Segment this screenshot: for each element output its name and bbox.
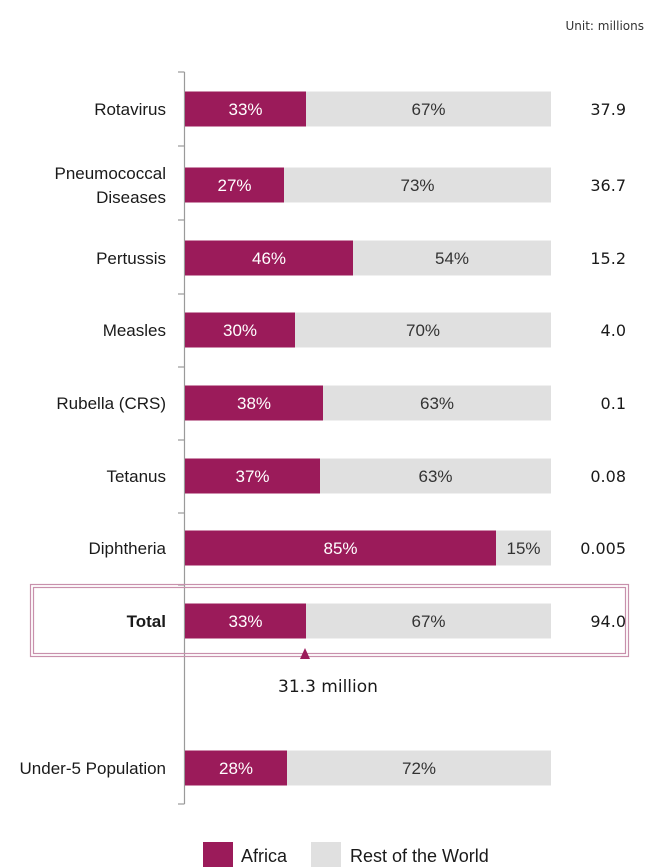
label-africa-tetanus: 37%	[235, 467, 269, 486]
total-value-pertussis: 15.2	[590, 249, 626, 268]
total-value-measles: 4.0	[601, 321, 626, 340]
category-label-total: Total	[127, 612, 166, 631]
label-rest-rubella-crs: 63%	[420, 394, 454, 413]
legend-label-rest: Rest of the World	[350, 846, 489, 866]
legend-swatch-africa	[203, 842, 233, 867]
bar-africa-tetanus	[185, 458, 320, 494]
category-label-pertussis: Pertussis	[96, 249, 166, 268]
bars-group	[185, 91, 551, 786]
label-rest-tetanus: 63%	[418, 467, 452, 486]
label-rest-diphtheria: 15%	[506, 539, 540, 558]
bar-rest-measles	[295, 312, 551, 348]
label-rest-measles: 70%	[406, 321, 440, 340]
bar-africa-measles	[185, 312, 295, 348]
unit-label: Unit: millions	[565, 19, 644, 33]
bar-africa-rotavirus	[185, 91, 306, 127]
label-africa-measles: 30%	[223, 321, 257, 340]
bar-rest-under-5-population	[287, 750, 551, 786]
bar-africa-diphtheria	[185, 530, 496, 566]
highlight-outer-border	[29, 583, 630, 658]
label-africa-under-5-population: 28%	[219, 759, 253, 778]
bar-africa-under-5-population	[185, 750, 287, 786]
category-label-measles: Measles	[103, 321, 166, 340]
legend-swatch-rest	[311, 842, 341, 867]
bar-rest-total	[306, 603, 551, 639]
bar-rest-rubella-crs	[323, 385, 551, 421]
legend: Africa Rest of the World	[203, 842, 489, 867]
label-africa-rotavirus: 33%	[228, 100, 262, 119]
label-rest-pneumococcal-diseases: 73%	[400, 176, 434, 195]
total-annotation: 31.3 million	[278, 648, 378, 697]
bar-africa-pertussis	[185, 240, 353, 276]
label-rest-rotavirus: 67%	[411, 100, 445, 119]
highlight-inner-border	[32, 586, 627, 655]
bar-rest-rotavirus	[306, 91, 551, 127]
bar-rest-diphtheria	[496, 530, 551, 566]
label-africa-pertussis: 46%	[252, 249, 286, 268]
legend-label-africa: Africa	[241, 846, 288, 866]
label-africa-rubella-crs: 38%	[237, 394, 271, 413]
bar-africa-total	[185, 603, 306, 639]
category-label-diphtheria: Diphtheria	[89, 539, 167, 558]
category-label-under-5-population: Under-5 Population	[20, 759, 166, 778]
total-annotation-label: 31.3 million	[278, 677, 378, 697]
category-label-line: Diseases	[96, 188, 166, 207]
total-annotation-marker	[300, 648, 310, 659]
bar-rest-pneumococcal-diseases	[284, 167, 551, 203]
total-value-diphtheria: 0.005	[580, 539, 626, 558]
label-rest-total: 67%	[411, 612, 445, 631]
total-value-pneumococcal-diseases: 36.7	[590, 176, 626, 195]
category-label-pneumococcal-diseases: Pneumococcal Diseases	[54, 164, 166, 207]
label-rest-under-5-population: 72%	[402, 759, 436, 778]
y-axis	[178, 71, 186, 805]
total-highlight-box	[29, 583, 630, 658]
bar-rest-pertussis	[353, 240, 551, 276]
category-label-rotavirus: Rotavirus	[94, 100, 166, 119]
label-africa-total: 33%	[228, 612, 262, 631]
bar-rest-tetanus	[320, 458, 551, 494]
category-label-tetanus: Tetanus	[106, 467, 166, 486]
category-label-line: Pneumococcal	[54, 164, 166, 183]
total-value-tetanus: 0.08	[590, 467, 626, 486]
total-value-rubella-crs: 0.1	[601, 394, 626, 413]
total-value-rotavirus: 37.9	[590, 100, 626, 119]
category-label-rubella-crs: Rubella (CRS)	[56, 394, 166, 413]
bar-africa-rubella-crs	[185, 385, 323, 421]
label-africa-diphtheria: 85%	[323, 539, 357, 558]
label-rest-pertussis: 54%	[435, 249, 469, 268]
labels-group: 33% 67% Rotavirus 37.9 27% 73% Pneumococcal Dis…	[20, 100, 626, 778]
bar-africa-pneumococcal-diseases	[185, 167, 284, 203]
total-value-total: 94.0	[590, 612, 626, 631]
label-africa-pneumococcal-diseases: 27%	[217, 176, 251, 195]
